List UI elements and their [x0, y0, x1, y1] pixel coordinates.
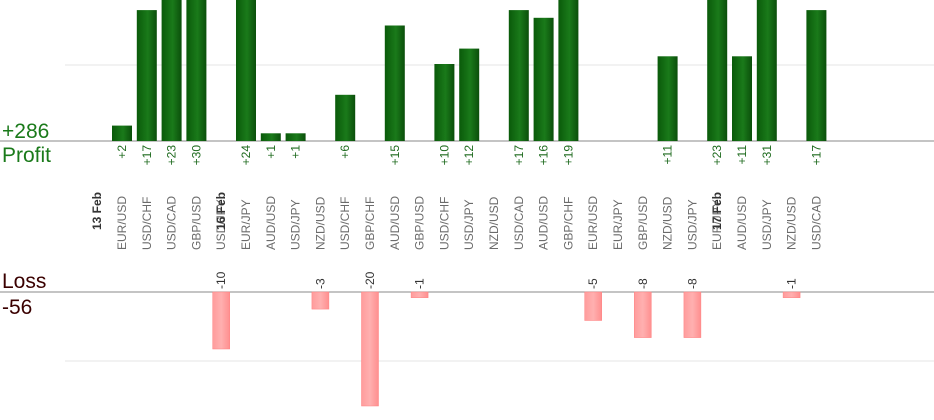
profit-bar: [136, 10, 157, 141]
loss-bar: [584, 291, 602, 321]
x-tick-label: USD/CHF: [140, 197, 154, 250]
profit-bar: [558, 0, 579, 142]
profit-data-label: +11: [735, 145, 749, 165]
profit-data-label: +23: [710, 145, 724, 166]
x-tick-label: USD/JPY: [214, 199, 228, 250]
loss-data-label: -10: [214, 271, 228, 289]
x-tick-label: GBP/CHF: [363, 197, 377, 250]
x-tick-label: USD/CAD: [165, 196, 179, 250]
x-tick-label: EUR/USD: [115, 196, 129, 250]
x-tick-label: USD/JPY: [289, 199, 303, 250]
profit-data-label: +17: [809, 145, 823, 166]
x-tick-label: USD/JPY: [462, 199, 476, 250]
x-tick-label: AUD/USD: [537, 196, 551, 250]
profit-bar: [732, 56, 752, 141]
profit-data-label: +6: [338, 145, 352, 159]
x-tick-label: AUD/USD: [264, 196, 278, 250]
x-tick-label: AUD/USD: [735, 196, 749, 250]
x-tick-label: GBP/CHF: [561, 197, 575, 250]
loss-bar: [311, 291, 330, 310]
profit-bar: [384, 25, 405, 141]
loss-bar: [683, 291, 702, 338]
x-tick-label: EUR/JPY: [611, 199, 625, 250]
x-tick-label: EUR/JPY: [239, 199, 253, 250]
profit-bar: [434, 64, 455, 141]
loss-data-label: -1: [413, 278, 427, 289]
profit-data-label: +19: [561, 145, 575, 166]
profit-bar: [335, 94, 356, 141]
loss-data-label: -20: [363, 271, 377, 289]
profit-data-label: +1: [264, 145, 278, 159]
profit-bar: [161, 0, 182, 142]
x-tick-label: NZD/USD: [313, 196, 327, 250]
loss-data-label: -1: [785, 278, 799, 289]
x-tick-label: GBP/USD: [413, 196, 427, 250]
loss-bar: [361, 291, 379, 407]
x-tick-label: NZD/USD: [785, 196, 799, 250]
profit-bar: [707, 0, 728, 142]
loss-label: Loss: [2, 270, 46, 293]
profit-bar: [112, 125, 132, 141]
profit-bar: [508, 10, 529, 141]
loss-data-label: -3: [313, 278, 327, 289]
profit-bar: [236, 0, 256, 142]
x-tick-label: USD/JPY: [760, 199, 774, 250]
x-tick-label: USD/CAD: [809, 196, 823, 250]
profit-bar: [657, 56, 678, 141]
x-tick-label: USD/CHF: [437, 197, 451, 250]
profit-bar: [756, 0, 777, 141]
profit-data-label: +24: [239, 145, 253, 166]
x-tick-label: USD/CHF: [338, 197, 352, 250]
profit-data-label: +17: [512, 145, 526, 166]
profit-data-label: +16: [537, 145, 551, 166]
x-tick-label: NZD/USD: [487, 196, 501, 250]
profit-data-label: +30: [189, 145, 203, 166]
profit-data-label: +1: [289, 145, 303, 159]
profit-data-label: +17: [140, 145, 154, 166]
loss-bar: [782, 291, 801, 298]
date-label: 16 Feb: [214, 192, 228, 230]
profit-bar: [806, 10, 827, 141]
date-label: 13 Feb: [90, 192, 104, 230]
profit-data-label: +2: [115, 145, 129, 159]
profit-bar: [260, 133, 281, 141]
profit-data-label: +12: [462, 145, 476, 166]
loss-bar: [634, 291, 652, 338]
date-label: 17 Feb: [710, 192, 724, 230]
x-tick-label: EUR/JPY: [710, 199, 724, 250]
loss-data-label: -8: [685, 278, 699, 289]
profit-bar: [459, 48, 480, 141]
profit-bar: [186, 0, 207, 141]
profit-data-label: +23: [165, 145, 179, 166]
x-tick-label: AUD/USD: [388, 196, 402, 250]
loss-total: -56: [2, 296, 32, 319]
profit-bar: [285, 133, 306, 141]
profit-total: +286: [2, 120, 49, 143]
profit-data-label: +11: [661, 145, 675, 165]
loss-bar: [212, 291, 230, 350]
x-tick-label: USD/JPY: [685, 199, 699, 250]
x-tick-label: USD/CAD: [512, 196, 526, 250]
x-tick-label: NZD/USD: [661, 196, 675, 250]
x-tick-label: GBP/USD: [189, 196, 203, 250]
x-tick-label: EUR/USD: [586, 196, 600, 250]
profit-data-label: +10: [437, 145, 451, 166]
loss-data-label: -5: [586, 278, 600, 289]
profit-label: Profit: [2, 144, 51, 167]
loss-data-label: -8: [636, 278, 650, 289]
loss-bar: [410, 291, 429, 298]
profit-data-label: +15: [388, 145, 402, 166]
profit-bar: [533, 17, 554, 141]
x-tick-label: GBP/USD: [636, 196, 650, 250]
profit-data-label: +31: [760, 145, 774, 166]
